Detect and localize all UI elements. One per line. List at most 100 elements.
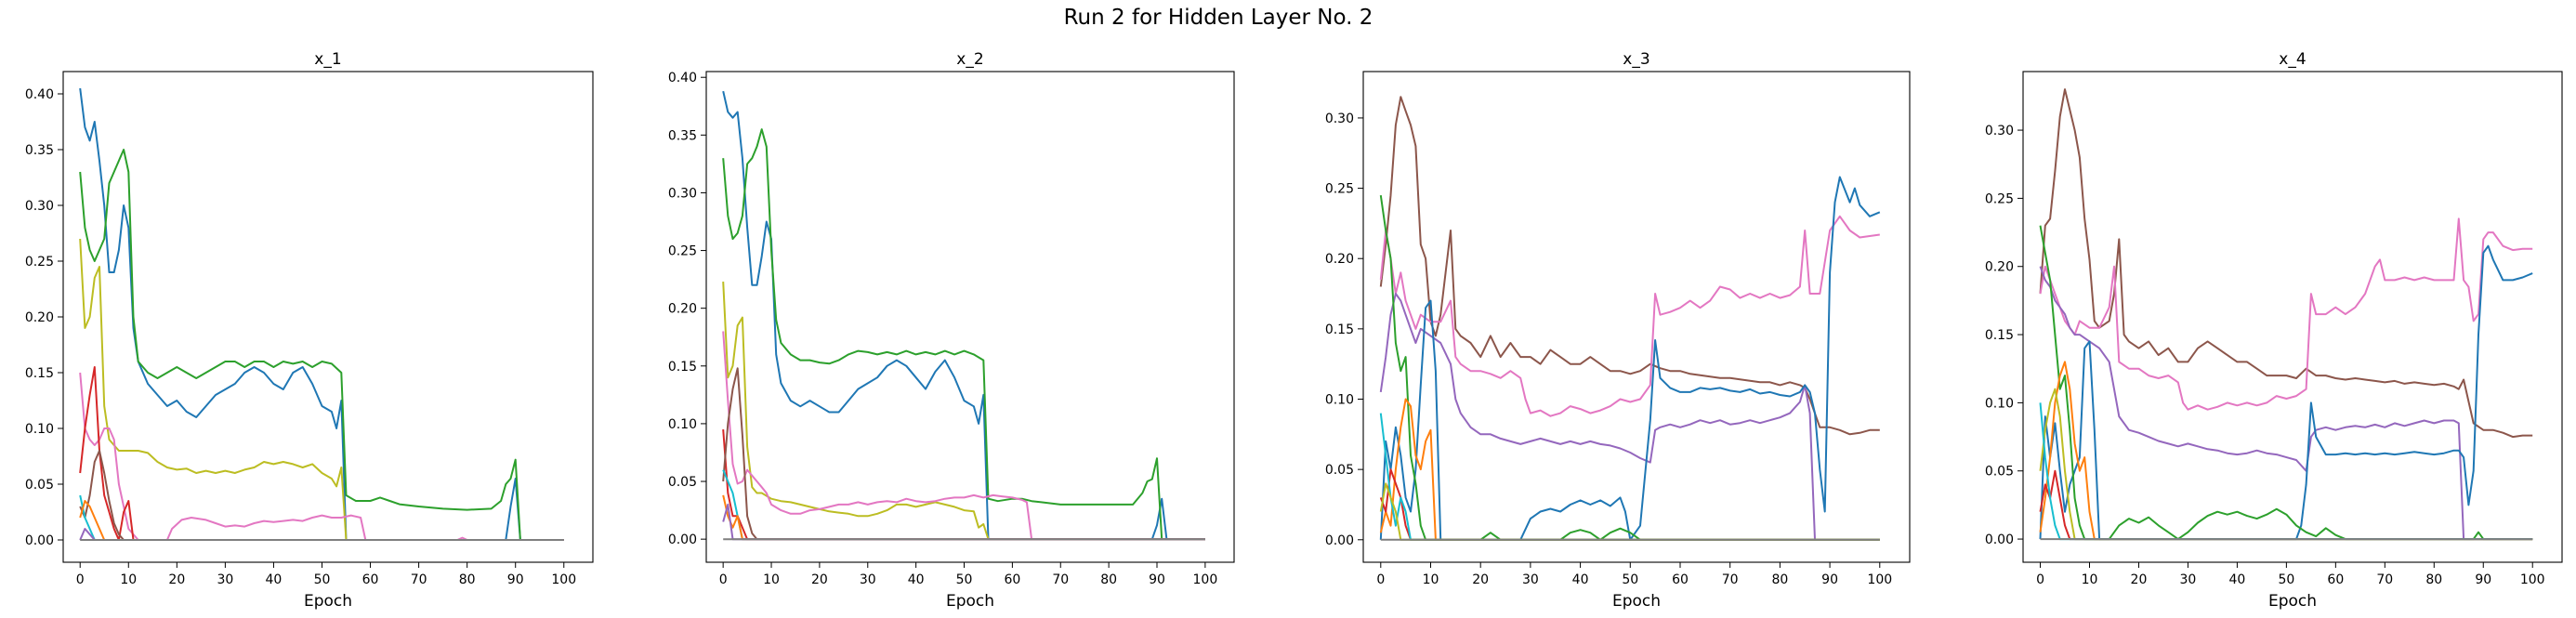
x-tick-label: 0 <box>719 572 728 587</box>
series-line-brown <box>722 367 1205 541</box>
subplot-title: x_3 <box>1623 50 1649 69</box>
subplot-x_3: 0 10 20 30 40 50 60 70 80 90 100 0.00 0.05 0.10 0.15 0.… <box>1325 50 1911 611</box>
subplot-x_1: 0 10 20 30 40 50 60 70 80 90 100 0.00 0.05 0.10 0.15 0.… <box>25 50 594 611</box>
series-line-red <box>1379 468 1880 541</box>
y-tick-label: 0.00 <box>1985 533 2014 547</box>
y-tick-label: 0.15 <box>25 366 54 381</box>
series-line-cyan <box>79 494 564 541</box>
y-tick-label: 0.15 <box>1985 328 2014 343</box>
x-tick-label: 90 <box>1149 572 1165 587</box>
x-tick-label: 100 <box>551 572 576 587</box>
y-tick-label: 0.20 <box>668 302 697 317</box>
y-tick-label: 0.30 <box>25 199 54 214</box>
series-line-brown <box>79 450 564 541</box>
x-tick-label: 10 <box>120 572 137 587</box>
series-line-blue <box>722 90 1205 541</box>
figure-title: Run 2 for Hidden Layer No. 2 <box>1064 6 1373 30</box>
series-line-green <box>722 128 1205 541</box>
series-line-pink <box>2039 217 2533 411</box>
x-tick-label: 30 <box>1522 572 1539 587</box>
y-tick-label: 0.10 <box>668 417 697 432</box>
axes-frame <box>1362 71 1911 563</box>
y-tick-label: 0.05 <box>1985 465 2014 480</box>
x-tick-label: 20 <box>168 572 185 587</box>
y-tick-label: 0.25 <box>668 244 697 259</box>
x-tick-label: 90 <box>1821 572 1838 587</box>
series-line-pink <box>79 372 564 541</box>
x-tick-label: 20 <box>811 572 828 587</box>
y-tick-label: 0.20 <box>1985 260 2014 275</box>
y-tick-label: 0.25 <box>1985 191 2014 206</box>
x-tick-label: 80 <box>459 572 476 587</box>
x-tick-label: 80 <box>2425 572 2442 587</box>
subplot-title: x_1 <box>314 50 341 69</box>
y-tick-label: 0.00 <box>668 533 697 547</box>
series-group <box>79 87 564 541</box>
y-tick-label: 0.05 <box>668 475 697 490</box>
x-tick-label: 40 <box>1572 572 1589 587</box>
series-line-green <box>2039 225 2533 541</box>
x-tick-label: 100 <box>2520 572 2545 587</box>
x-tick-label: 0 <box>2036 572 2044 587</box>
series-line-orange <box>722 494 1205 541</box>
series-group <box>2039 88 2533 541</box>
x-tick-label: 70 <box>1052 572 1069 587</box>
y-tick-label: 0.10 <box>25 422 54 437</box>
series-line-pink <box>1379 215 1880 417</box>
series-line-red <box>79 366 564 541</box>
series-line-cyan <box>1379 413 1880 541</box>
x-tick-label: 70 <box>411 572 427 587</box>
series-line-olive <box>722 282 1205 541</box>
subplot-x_4: 0 10 20 30 40 50 60 70 80 90 100 0.00 0.05 0.10 0.15 0.… <box>1985 50 2563 611</box>
series-line-brown <box>1379 96 1880 436</box>
x-tick-label: 60 <box>2327 572 2344 587</box>
x-tick-label: 50 <box>956 572 973 587</box>
x-tick-label: 40 <box>908 572 925 587</box>
x-tick-label: 60 <box>1004 572 1020 587</box>
y-tick-label: 0.10 <box>1985 396 2014 411</box>
x-tick-label: 10 <box>1423 572 1439 587</box>
x-tick-label: 10 <box>763 572 780 587</box>
y-tick-label: 0.30 <box>1325 112 1354 126</box>
x-tick-label: 60 <box>1672 572 1689 587</box>
series-line-olive <box>1379 482 1880 541</box>
x-tick-label: 30 <box>217 572 233 587</box>
x-tick-label: 90 <box>507 572 524 587</box>
x-axis-label: Epoch <box>304 592 352 611</box>
x-tick-label: 0 <box>76 572 85 587</box>
y-tick-label: 0.00 <box>25 533 54 548</box>
series-line-orange <box>1379 398 1880 541</box>
y-tick-label: 0.05 <box>25 478 54 493</box>
x-tick-label: 50 <box>1622 572 1638 587</box>
y-tick-label: 0.00 <box>1325 533 1354 548</box>
series-line-pink <box>722 331 1205 541</box>
x-tick-label: 20 <box>1472 572 1489 587</box>
y-tick-label: 0.20 <box>25 310 54 325</box>
subplot-title: x_2 <box>956 50 983 69</box>
x-tick-label: 80 <box>1771 572 1788 587</box>
series-line-red <box>2039 469 2533 541</box>
y-tick-label: 0.40 <box>668 71 697 85</box>
series-line-blue <box>2039 244 2533 541</box>
series-line-green <box>1379 194 1880 541</box>
series-line-red <box>722 429 1205 541</box>
x-tick-label: 30 <box>860 572 876 587</box>
x-tick-label: 30 <box>2180 572 2197 587</box>
y-tick-label: 0.30 <box>1985 124 2014 138</box>
series-line-brown <box>2039 88 2533 439</box>
x-axis-label: Epoch <box>946 592 994 611</box>
series-group <box>722 90 1205 541</box>
x-tick-label: 40 <box>266 572 283 587</box>
y-tick-label: 0.10 <box>1325 393 1354 408</box>
x-tick-label: 20 <box>2131 572 2148 587</box>
series-line-purple <box>2039 266 2533 541</box>
x-tick-label: 0 <box>1376 572 1385 587</box>
x-tick-label: 100 <box>1867 572 1892 587</box>
x-tick-label: 90 <box>2475 572 2491 587</box>
y-tick-label: 0.05 <box>1325 463 1354 478</box>
series-group <box>1379 96 1881 541</box>
y-tick-label: 0.25 <box>25 255 54 270</box>
x-axis-label: Epoch <box>2268 592 2317 611</box>
y-tick-label: 0.25 <box>1325 182 1354 197</box>
series-line-purple <box>1379 293 1880 541</box>
